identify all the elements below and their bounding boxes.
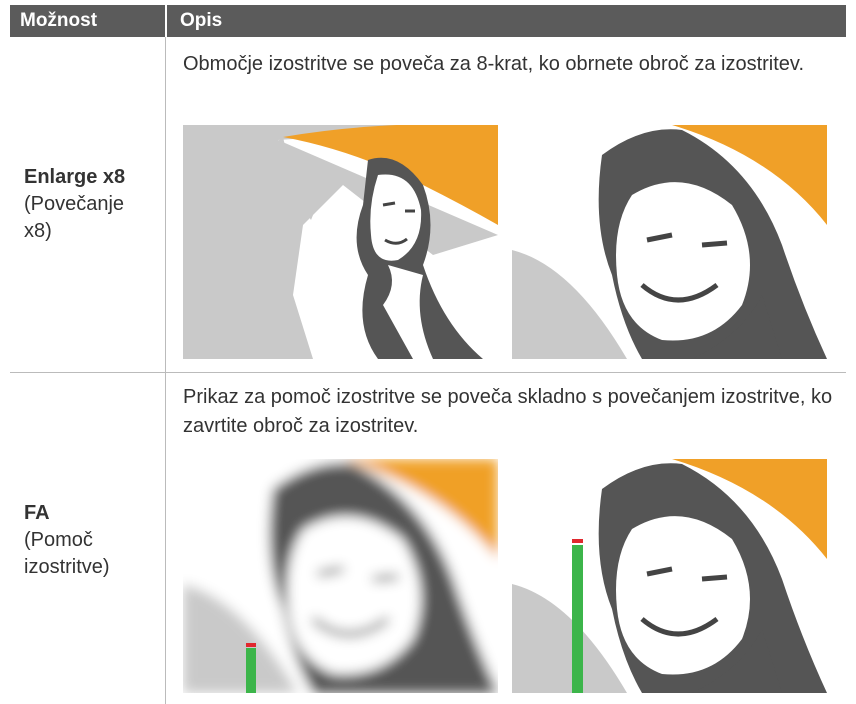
option-note: (Povečanje x8): [24, 193, 125, 242]
illustration: [512, 459, 827, 693]
option-cell: FA (Pomoč izostritve): [24, 500, 154, 581]
option-name: FA: [24, 502, 50, 524]
description: Prikaz za pomoč izostritve se poveča skl…: [183, 386, 833, 437]
table-header: Možnost Opis: [10, 5, 846, 37]
row-divider: [10, 372, 846, 373]
option-name: Enlarge x8: [24, 166, 126, 188]
description: Območje izostritve se poveča za 8-krat, …: [183, 53, 805, 75]
header-option: Možnost: [20, 10, 98, 31]
option-note: (Pomoč izostritve): [24, 529, 110, 578]
illustration: [183, 459, 498, 693]
illustration: [512, 125, 827, 359]
header-description: Opis: [180, 10, 223, 31]
column-divider: [165, 37, 166, 704]
illustration: [183, 125, 498, 359]
header-separator: [165, 5, 167, 37]
option-cell: Enlarge x8 (Povečanje x8): [24, 164, 154, 245]
